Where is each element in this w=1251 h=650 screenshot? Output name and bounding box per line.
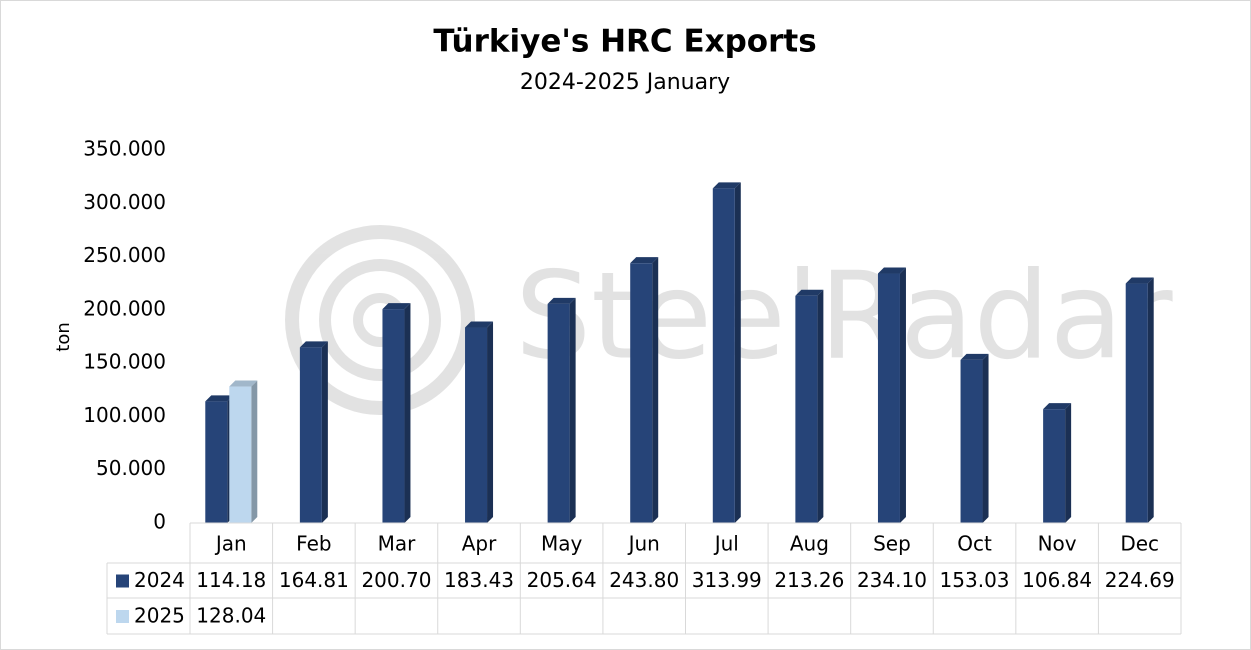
bar — [299, 347, 322, 523]
bar — [960, 359, 983, 523]
bar-top — [465, 321, 494, 328]
bar-top — [205, 395, 234, 402]
bar-top — [1043, 403, 1072, 410]
bar — [547, 303, 570, 523]
x-tick-label: Apr — [462, 532, 497, 556]
x-tick-label: Feb — [296, 532, 331, 556]
bar-top — [877, 267, 906, 274]
watermark-logo — [285, 225, 475, 415]
x-tick-label: Aug — [790, 532, 829, 556]
table-value: 243.80 — [609, 568, 679, 592]
bar-side — [1147, 277, 1154, 523]
table-value: 164.81 — [279, 568, 349, 592]
legend-key — [116, 574, 129, 588]
table-value: 313.99 — [692, 568, 762, 592]
bar — [465, 327, 488, 523]
bar-side — [251, 380, 258, 523]
bar — [712, 188, 735, 523]
legend-label: 2024 — [134, 568, 185, 592]
bar — [630, 263, 653, 523]
table-value: 153.03 — [940, 568, 1010, 592]
bar — [1125, 283, 1148, 523]
table-value: 224.69 — [1105, 568, 1175, 592]
y-tick-label: 50.000 — [96, 456, 166, 480]
watermark-logo — [319, 259, 441, 381]
x-tick-label: Jul — [713, 532, 739, 556]
bar — [795, 295, 818, 523]
x-tick-label: Mar — [378, 532, 417, 556]
table-value: 234.10 — [857, 568, 927, 592]
table-value: 200.70 — [361, 568, 431, 592]
bar-top — [299, 341, 328, 348]
bar — [1043, 409, 1066, 523]
y-tick-label: 150.000 — [83, 350, 166, 374]
bar — [205, 401, 228, 523]
bar-top — [630, 257, 659, 264]
y-tick-label: 0 — [153, 510, 166, 534]
bar-top — [547, 297, 576, 304]
table-value: 128.04 — [196, 604, 266, 628]
bar-side — [982, 353, 989, 523]
bar-top — [960, 353, 989, 360]
legend-label: 2025 — [134, 604, 185, 628]
bar-side — [899, 267, 906, 523]
bar-top — [1125, 277, 1154, 284]
bar-top — [795, 289, 824, 296]
x-tick-label: Jun — [627, 532, 660, 556]
table-value: 213.26 — [774, 568, 844, 592]
watermark: SteelRadar — [285, 225, 1173, 415]
x-tick-label: May — [541, 532, 583, 556]
x-tick-label: Sep — [873, 532, 911, 556]
bar-side — [817, 289, 824, 523]
x-tick-label: Dec — [1120, 532, 1159, 556]
bar-side — [321, 341, 328, 523]
bar — [877, 273, 900, 523]
y-tick-label: 100.000 — [83, 403, 166, 427]
y-tick-label: 300.000 — [83, 190, 166, 214]
chart-title: Türkiye's HRC Exports — [433, 24, 816, 60]
bar-top — [229, 380, 258, 387]
x-tick-label: Jan — [214, 532, 247, 556]
bar-side — [652, 257, 659, 523]
bar — [382, 309, 405, 523]
y-tick-label: 250.000 — [83, 243, 166, 267]
chart-subtitle: 2024-2025 January — [520, 70, 730, 95]
table-value: 205.64 — [527, 568, 597, 592]
watermark-text: SteelRadar — [515, 248, 1173, 387]
y-axis-label: ton — [53, 322, 74, 351]
table-value: 114.18 — [196, 568, 266, 592]
y-tick-label: 200.000 — [83, 296, 166, 320]
table-value: 106.84 — [1022, 568, 1092, 592]
bar — [229, 386, 252, 523]
y-tick-label: 350.000 — [83, 137, 166, 161]
table-value: 183.43 — [444, 568, 514, 592]
bar-side — [487, 321, 494, 523]
bar-top — [382, 303, 411, 310]
x-tick-label: Nov — [1038, 532, 1077, 556]
bar-side — [1065, 403, 1072, 523]
bar-side — [734, 182, 741, 523]
bar-top — [712, 182, 741, 189]
bar-side — [404, 303, 411, 523]
legend-key — [116, 610, 129, 623]
x-tick-label: Oct — [957, 532, 992, 556]
bar-side — [569, 297, 576, 523]
